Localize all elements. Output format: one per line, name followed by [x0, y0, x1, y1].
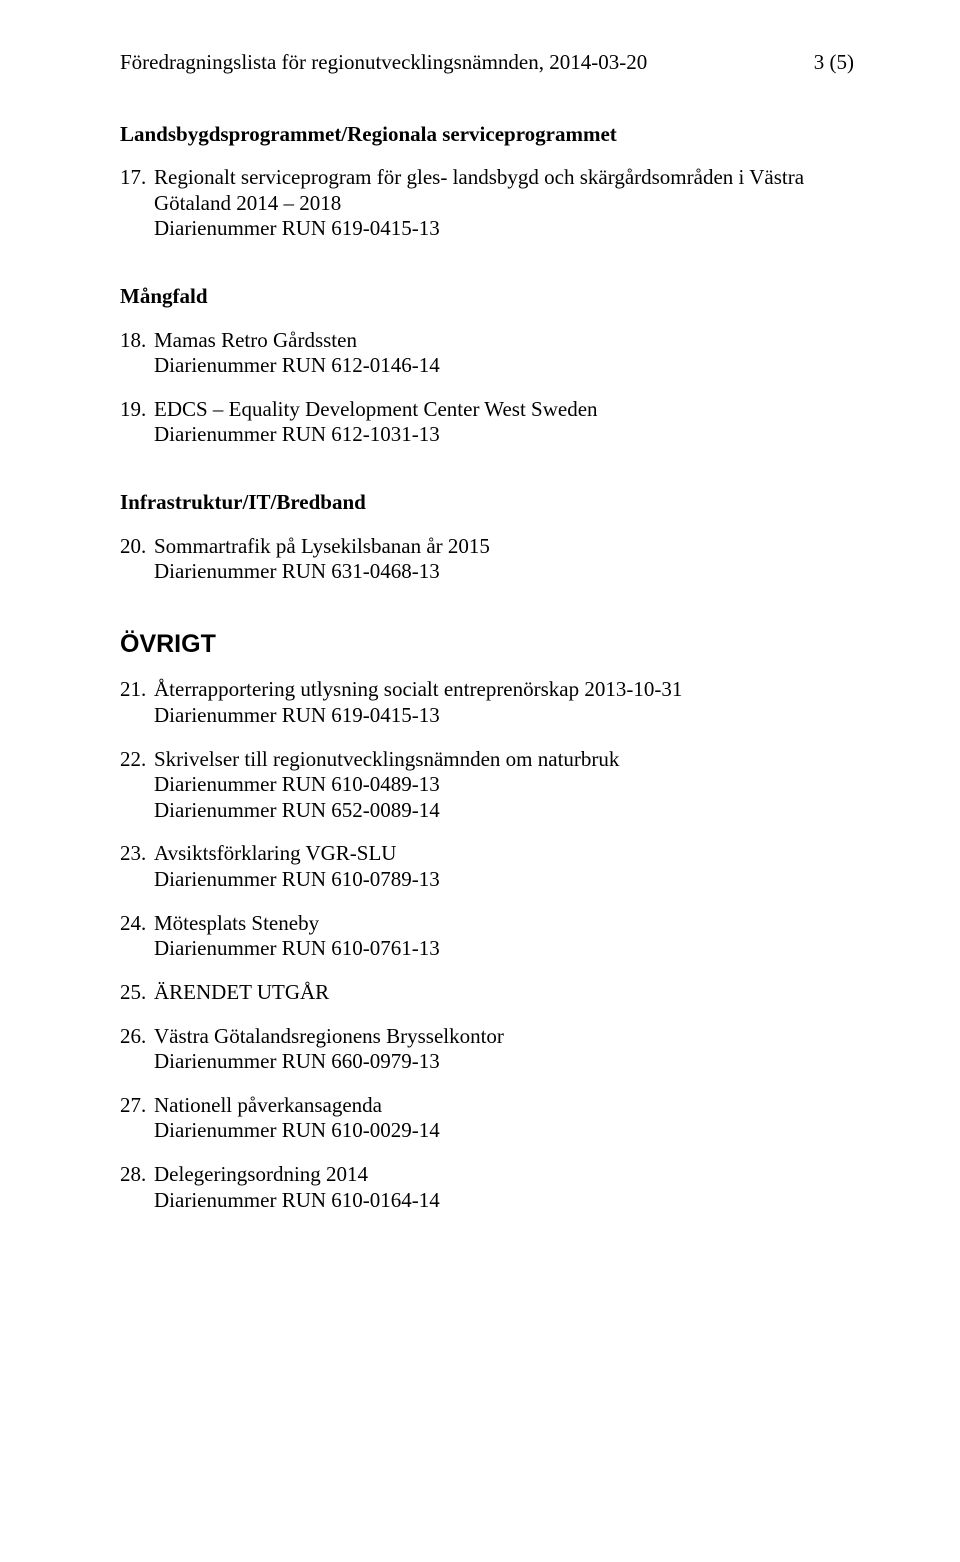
agenda-item-title-line: Götaland 2014 – 2018: [120, 191, 860, 217]
diary-number: Diarienummer RUN 619-0415-13: [154, 703, 860, 729]
agenda-item-title-line: 25.ÄRENDET UTGÅR: [120, 980, 860, 1006]
document-body: Landsbygdsprogrammet/Regionala servicepr…: [120, 122, 860, 1214]
diary-number: Diarienummer RUN 631-0468-13: [154, 559, 860, 585]
agenda-item-title-line: 21.Återrapportering utlysning socialt en…: [120, 677, 860, 703]
agenda-item: 17.Regionalt serviceprogram för gles- la…: [120, 165, 860, 242]
agenda-item-title: Götaland 2014 – 2018: [154, 191, 341, 217]
agenda-item: 27.Nationell påverkansagendaDiarienummer…: [120, 1093, 860, 1144]
header-title: Föredragningslista för regionutvecklings…: [120, 50, 647, 76]
agenda-item-title: Sommartrafik på Lysekilsbanan år 2015: [154, 534, 490, 560]
agenda-item-title-line: 28.Delegeringsordning 2014: [120, 1162, 860, 1188]
agenda-item-number: 28.: [120, 1162, 154, 1188]
agenda-item-number: 21.: [120, 677, 154, 703]
agenda-item-number: 24.: [120, 911, 154, 937]
agenda-item-title: Västra Götalandsregionens Brysselkontor: [154, 1024, 504, 1050]
agenda-item-number: 18.: [120, 328, 154, 354]
section-heading: Mångfald: [120, 284, 860, 310]
page-header: Föredragningslista för regionutvecklings…: [120, 50, 860, 76]
agenda-item-title-line: 18.Mamas Retro Gårdssten: [120, 328, 860, 354]
agenda-item-number: 23.: [120, 841, 154, 867]
agenda-item-number: 26.: [120, 1024, 154, 1050]
agenda-item-title-line: 20.Sommartrafik på Lysekilsbanan år 2015: [120, 534, 860, 560]
agenda-item-title-line: 26.Västra Götalandsregionens Brysselkont…: [120, 1024, 860, 1050]
agenda-item-number: 25.: [120, 980, 154, 1006]
agenda-item-title: Nationell påverkansagenda: [154, 1093, 382, 1119]
agenda-item-number: 22.: [120, 747, 154, 773]
agenda-item: 24.Mötesplats StenebyDiarienummer RUN 61…: [120, 911, 860, 962]
agenda-item: 19.EDCS – Equality Development Center We…: [120, 397, 860, 448]
agenda-item-number: [120, 191, 154, 217]
agenda-item-title-line: 22.Skrivelser till regionutvecklingsnämn…: [120, 747, 860, 773]
diary-number: Diarienummer RUN 619-0415-13: [154, 216, 860, 242]
agenda-item: 23.Avsiktsförklaring VGR-SLUDiarienummer…: [120, 841, 860, 892]
diary-number: Diarienummer RUN 652-0089-14: [154, 798, 860, 824]
agenda-item-number: 27.: [120, 1093, 154, 1119]
agenda-item: 25.ÄRENDET UTGÅR: [120, 980, 860, 1006]
agenda-item-title-line: 23.Avsiktsförklaring VGR-SLU: [120, 841, 860, 867]
agenda-item: 22.Skrivelser till regionutvecklingsnämn…: [120, 747, 860, 824]
header-page-number: 3 (5): [814, 50, 860, 76]
diary-number: Diarienummer RUN 660-0979-13: [154, 1049, 860, 1075]
diary-number: Diarienummer RUN 610-0164-14: [154, 1188, 860, 1214]
agenda-item-number: 19.: [120, 397, 154, 423]
agenda-item-title-line: 27.Nationell påverkansagenda: [120, 1093, 860, 1119]
agenda-item: 28.Delegeringsordning 2014Diarienummer R…: [120, 1162, 860, 1213]
agenda-item: 20.Sommartrafik på Lysekilsbanan år 2015…: [120, 534, 860, 585]
diary-number: Diarienummer RUN 610-0789-13: [154, 867, 860, 893]
agenda-item-title-line: 24.Mötesplats Steneby: [120, 911, 860, 937]
agenda-item-title: Återrapportering utlysning socialt entre…: [154, 677, 682, 703]
agenda-item: 18.Mamas Retro GårdsstenDiarienummer RUN…: [120, 328, 860, 379]
section-heading: Landsbygdsprogrammet/Regionala servicepr…: [120, 122, 860, 148]
agenda-item-title: ÄRENDET UTGÅR: [154, 980, 329, 1006]
agenda-item-number: 20.: [120, 534, 154, 560]
section-heading: Infrastruktur/IT/Bredband: [120, 490, 860, 516]
diary-number: Diarienummer RUN 610-0761-13: [154, 936, 860, 962]
agenda-item: 26.Västra Götalandsregionens Brysselkont…: [120, 1024, 860, 1075]
agenda-item-title: EDCS – Equality Development Center West …: [154, 397, 598, 423]
agenda-item-title-line: 17.Regionalt serviceprogram för gles- la…: [120, 165, 860, 191]
agenda-item: 21.Återrapportering utlysning socialt en…: [120, 677, 860, 728]
diary-number: Diarienummer RUN 612-1031-13: [154, 422, 860, 448]
agenda-item-title: Skrivelser till regionutvecklingsnämnden…: [154, 747, 619, 773]
agenda-item-title: Regionalt serviceprogram för gles- lands…: [154, 165, 804, 191]
agenda-item-title: Delegeringsordning 2014: [154, 1162, 368, 1188]
agenda-item-title: Mötesplats Steneby: [154, 911, 319, 937]
diary-number: Diarienummer RUN 610-0489-13: [154, 772, 860, 798]
section-heading: ÖVRIGT: [120, 629, 860, 660]
diary-number: Diarienummer RUN 610-0029-14: [154, 1118, 860, 1144]
agenda-item-title: Avsiktsförklaring VGR-SLU: [154, 841, 396, 867]
agenda-item-title: Mamas Retro Gårdssten: [154, 328, 357, 354]
agenda-item-title-line: 19.EDCS – Equality Development Center We…: [120, 397, 860, 423]
diary-number: Diarienummer RUN 612-0146-14: [154, 353, 860, 379]
agenda-item-number: 17.: [120, 165, 154, 191]
